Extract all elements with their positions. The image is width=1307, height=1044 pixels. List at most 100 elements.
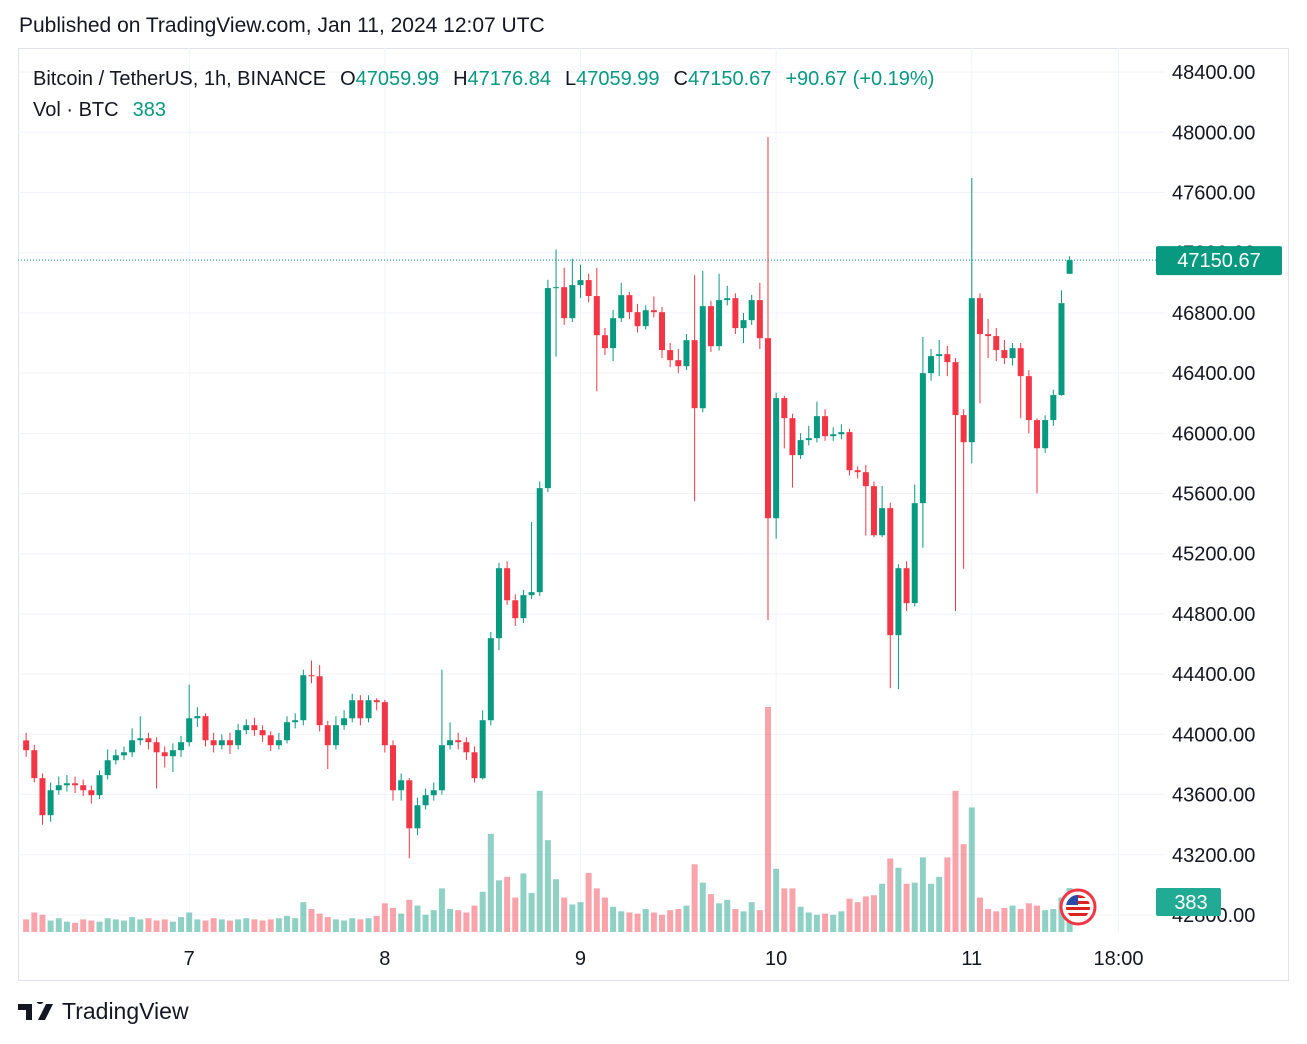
candle-body	[194, 716, 201, 719]
candle-body	[1034, 420, 1041, 449]
candle-body	[569, 285, 576, 319]
candle-body	[495, 568, 502, 639]
candle-body	[381, 702, 388, 746]
candle-body	[879, 508, 886, 536]
volume-bar	[373, 915, 380, 932]
candle-body	[813, 416, 820, 439]
volume-bar	[72, 922, 79, 932]
candle-body	[748, 300, 755, 321]
volume-bar	[55, 918, 62, 932]
candle-body	[1042, 420, 1049, 449]
volume-bar	[1042, 910, 1049, 932]
volume-bar	[39, 914, 46, 932]
volume-bar	[332, 919, 339, 932]
volume-bar	[773, 868, 780, 932]
volume-bar	[112, 919, 119, 932]
volume-bar	[650, 912, 657, 932]
candle-body	[789, 418, 796, 456]
volume-bar	[707, 894, 714, 932]
volume-bar	[813, 914, 820, 932]
volume-bar	[569, 904, 576, 932]
volume-bar	[781, 888, 788, 932]
volume-bar	[936, 876, 943, 932]
candle-body	[72, 783, 79, 786]
candle-body	[805, 438, 812, 441]
volume-bar	[463, 912, 470, 932]
candle-body	[585, 280, 592, 297]
volume-bar	[520, 873, 527, 932]
candle-body	[80, 785, 87, 791]
candle-body	[691, 340, 698, 409]
volume-bar	[952, 790, 959, 932]
candle-body	[732, 298, 739, 329]
candle-body	[186, 718, 193, 743]
volume-bar	[389, 907, 396, 932]
candle-body	[96, 775, 103, 796]
candle-body	[406, 780, 413, 829]
volume-bar	[357, 919, 364, 932]
volume-bar	[642, 909, 649, 932]
volume-bar	[202, 920, 209, 932]
candle-body	[650, 310, 657, 313]
candle-body	[756, 300, 763, 339]
volume-bar	[887, 858, 894, 932]
ohlc-key: O	[340, 68, 356, 90]
legend: Bitcoin / TetherUS, 1h, BINANCE O 47059.9…	[33, 64, 934, 126]
candle-body	[724, 298, 731, 301]
ohlc-value: 47176.84	[467, 68, 551, 90]
volume-bar	[805, 912, 812, 932]
volume-bar	[63, 921, 70, 932]
volume-bar	[31, 912, 38, 932]
candle-body	[968, 298, 975, 443]
volume-bar	[895, 867, 902, 932]
candle-body	[267, 735, 274, 746]
y-tick-label: 46800.00	[1172, 303, 1255, 325]
volume-bar	[381, 903, 388, 932]
x-tick-label: 8	[379, 948, 390, 970]
volume-bar	[96, 921, 103, 932]
volume-bar	[129, 917, 136, 932]
volume-bar	[610, 906, 617, 932]
volume-bar	[764, 706, 771, 932]
candle-body	[112, 755, 119, 761]
volume-bar	[194, 919, 201, 932]
flag-icon	[1059, 888, 1097, 926]
candle-body	[414, 805, 421, 829]
candle-body	[675, 360, 682, 367]
y-tick-label: 45200.00	[1172, 544, 1255, 566]
volume-bar	[1001, 907, 1008, 932]
symbol-title: Bitcoin / TetherUS, 1h, BINANCE	[33, 68, 327, 90]
volume-bar	[504, 876, 511, 932]
volume-bar	[275, 918, 282, 932]
volume-bar	[634, 913, 641, 932]
volume-bar	[756, 910, 763, 932]
volume-box	[1156, 888, 1221, 917]
y-tick-label: 43200.00	[1172, 845, 1255, 867]
candle-body	[536, 488, 543, 593]
candle-body	[332, 725, 339, 746]
ohlc-key: L	[564, 68, 577, 90]
volume-bar	[398, 913, 405, 932]
candle-body	[846, 432, 853, 471]
y-tick-label: 48000.00	[1172, 122, 1255, 144]
volume-bar	[23, 919, 30, 932]
candle-body	[862, 472, 869, 487]
candle-body	[830, 434, 837, 437]
volume-bar	[292, 918, 299, 932]
volume-bar	[1034, 905, 1041, 932]
x-tick-label: 11	[961, 948, 982, 970]
candle-body	[993, 336, 1000, 351]
candle-body	[447, 740, 454, 746]
volume-bar	[879, 883, 886, 932]
candle-body	[838, 432, 845, 435]
candle-body	[487, 638, 494, 721]
candle-body	[952, 362, 959, 416]
candle-body	[357, 700, 364, 719]
volume-bar	[300, 902, 307, 932]
volume-bar	[487, 833, 494, 932]
volume-bar	[88, 920, 95, 932]
candle-body	[218, 740, 225, 746]
volume-bar	[438, 888, 445, 932]
volume-bar	[968, 807, 975, 932]
last-price-box	[1156, 246, 1282, 276]
